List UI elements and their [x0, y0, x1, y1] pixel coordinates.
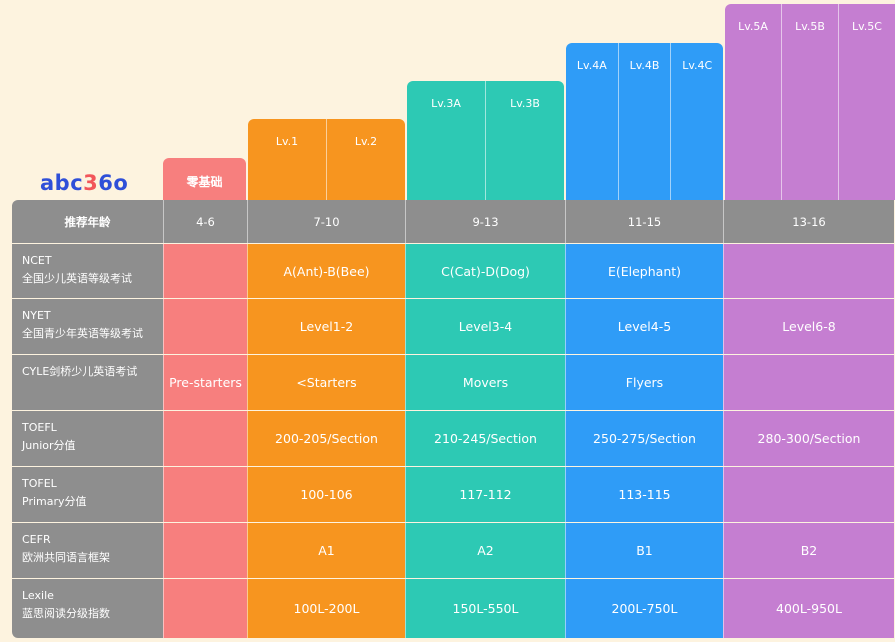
logo-text-part: abc — [40, 171, 84, 195]
table-cell: 250-275/Section — [565, 411, 723, 466]
table-cell — [163, 411, 247, 466]
row-label: CEFR 欧洲共同语言框架 — [12, 523, 163, 578]
row-label-line1: CYLE剑桥少儿英语考试 — [22, 365, 138, 378]
table-row: CEFR 欧洲共同语言框架 A1 A2 B1 B2 — [12, 523, 894, 578]
table-cell: 11-15 — [565, 200, 723, 243]
table-cell: B2 — [723, 523, 894, 578]
table-row: CYLE剑桥少儿英语考试 Pre-starters <Starters Move… — [12, 355, 894, 410]
level-header-blue: Lv.4A Lv.4B Lv.4C — [566, 43, 723, 200]
level-header-orange: Lv.1 Lv.2 — [248, 119, 405, 200]
row-label: TOEFL Junior分值 — [12, 411, 163, 466]
table-cell: B1 — [565, 523, 723, 578]
table-cell: Level1-2 — [247, 299, 405, 354]
abc360-logo: abc36o — [40, 170, 128, 196]
table-row: NYET 全国青少年英语等级考试 Level1-2 Level3-4 Level4… — [12, 299, 894, 354]
level-label: Lv.1 — [275, 135, 299, 148]
row-label-text: 推荐年龄 — [64, 214, 111, 229]
row-label-line1: TOFEL — [22, 477, 57, 490]
table-cell — [723, 244, 894, 298]
table-row: TOEFL Junior分值 200-205/Section 210-245/Se… — [12, 411, 894, 466]
row-label-line1: NCET — [22, 254, 52, 267]
row-label-line2: 全国青少年英语等级考试 — [22, 327, 143, 340]
table-cell: Level4-5 — [565, 299, 723, 354]
row-label-line2: 蓝思阅读分级指数 — [22, 607, 110, 620]
table-cell — [163, 523, 247, 578]
table-cell: A2 — [405, 523, 565, 578]
row-label-line2: Junior分值 — [22, 439, 76, 452]
table-cell: Movers — [405, 355, 565, 410]
row-label: Lexile 蓝思阅读分级指数 — [12, 579, 163, 638]
row-label: CYLE剑桥少儿英语考试 — [12, 355, 163, 410]
level-label: Lv.3B — [485, 81, 564, 200]
level-header-purple: Lv.5A Lv.5B Lv.5C — [725, 4, 895, 200]
logo-text-part: 6o — [98, 171, 129, 195]
table-cell: 200-205/Section — [247, 411, 405, 466]
table-cell: 9-13 — [405, 200, 565, 243]
table-cell: 117-112 — [405, 467, 565, 522]
table-cell: <Starters — [247, 355, 405, 410]
level-label: Lv.5C — [838, 4, 895, 200]
table-cell — [163, 579, 247, 638]
table-cell — [723, 467, 894, 522]
row-label: NCET 全国少儿英语等级考试 — [12, 244, 163, 298]
table-cell: Pre-starters — [163, 355, 247, 410]
row-label-line2: 全国少儿英语等级考试 — [22, 272, 132, 285]
table-row: NCET 全国少儿英语等级考试 A(Ant)-B(Bee) C(Cat)-D(Do… — [12, 244, 894, 298]
table-cell — [723, 355, 894, 410]
table-cell: 400L-950L — [723, 579, 894, 638]
level-label: Lv.4B — [617, 43, 671, 200]
table-row: Lexile 蓝思阅读分级指数 100L-200L 150L-550L 200L-… — [12, 579, 894, 638]
table-cell: A(Ant)-B(Bee) — [247, 244, 405, 298]
table-cell: 200L-750L — [565, 579, 723, 638]
table-cell: 4-6 — [163, 200, 247, 243]
row-label-line1: TOEFL — [22, 421, 57, 434]
table-cell: 150L-550L — [405, 579, 565, 638]
row-label-line2: Primary分值 — [22, 495, 87, 508]
table-row: TOFEL Primary分值 100-106 117-112 113-115 — [12, 467, 894, 522]
level-label: Lv.4A — [576, 59, 607, 72]
level-label: Lv.5B — [781, 4, 838, 200]
row-label: TOFEL Primary分值 — [12, 467, 163, 522]
level-label: Lv.4C — [670, 43, 723, 200]
table-cell: 280-300/Section — [723, 411, 894, 466]
table-cell: Level6-8 — [723, 299, 894, 354]
logo-text-accent: 3 — [83, 171, 99, 195]
table-cell: 113-115 — [565, 467, 723, 522]
table-cell: 100-106 — [247, 467, 405, 522]
level-label: Lv.5A — [738, 20, 768, 33]
table-cell — [163, 467, 247, 522]
table-cell: 7-10 — [247, 200, 405, 243]
row-label-line2: 欧洲共同语言框架 — [22, 551, 110, 564]
row-label-line1: CEFR — [22, 533, 51, 546]
level-label: Lv.2 — [326, 119, 405, 200]
table-cell: 100L-200L — [247, 579, 405, 638]
table-cell — [163, 244, 247, 298]
row-label-line1: NYET — [22, 309, 51, 322]
table-row-age: 推荐年龄 4-6 7-10 9-13 11-15 13-16 — [12, 200, 894, 243]
table-cell: 210-245/Section — [405, 411, 565, 466]
table-cell — [163, 299, 247, 354]
table-cell: A1 — [247, 523, 405, 578]
table-cell: Level3-4 — [405, 299, 565, 354]
table-cell: C(Cat)-D(Dog) — [405, 244, 565, 298]
table-cell: E(Elephant) — [565, 244, 723, 298]
row-label-line1: Lexile — [22, 589, 54, 602]
row-label: NYET 全国青少年英语等级考试 — [12, 299, 163, 354]
level-label: Lv.3A — [431, 97, 461, 110]
level-label: 零基础 — [186, 175, 223, 189]
level-header-zero: 零基础 — [163, 158, 246, 200]
table-cell: Flyers — [565, 355, 723, 410]
row-label: 推荐年龄 — [12, 200, 163, 243]
table-cell: 13-16 — [723, 200, 894, 243]
level-header-teal: Lv.3A Lv.3B — [407, 81, 564, 200]
